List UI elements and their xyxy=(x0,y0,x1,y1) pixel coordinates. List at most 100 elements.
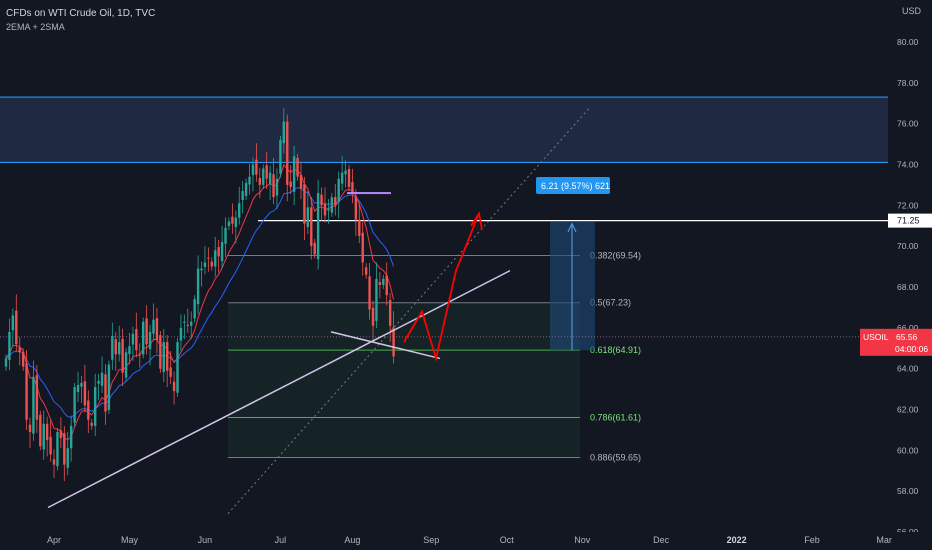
candle-110 xyxy=(382,274,385,290)
candle-94 xyxy=(327,199,330,224)
candle-74 xyxy=(258,167,262,199)
price-tick-62.00: 62.00 xyxy=(897,405,919,415)
current-price-tag: USOIL 65.56 04:00:06 xyxy=(860,328,932,356)
resistance-zone xyxy=(0,97,888,163)
current-price-text: 65.56 xyxy=(896,332,918,342)
candle-27 xyxy=(97,373,100,401)
candle-81 xyxy=(282,108,286,154)
fib-level-label-0.786: 0.786(61.61) xyxy=(590,412,641,422)
time-tick-Aug: Aug xyxy=(344,535,360,545)
candle-64 xyxy=(224,217,227,257)
candle-42 xyxy=(148,324,152,366)
horizontal-line-price-text: 71.25 xyxy=(897,216,920,226)
candle-108 xyxy=(375,262,378,329)
candle-12 xyxy=(45,416,49,457)
symbol-label: USOIL xyxy=(863,332,889,342)
horizontal-line-price-tag: 71.25 xyxy=(888,213,932,228)
candle-89 xyxy=(310,197,313,260)
fib-level-label-0.618: 0.618(64.91) xyxy=(590,345,641,355)
candle-62 xyxy=(217,239,220,273)
marker-bar xyxy=(347,192,391,195)
candle-9 xyxy=(35,364,39,433)
candle-66 xyxy=(231,203,234,234)
measure-arrow-head xyxy=(567,222,577,233)
candle-72 xyxy=(251,157,255,192)
candle-96 xyxy=(334,183,337,216)
price-tick-58.00: 58.00 xyxy=(897,486,919,496)
time-tick-Mar: Mar xyxy=(876,535,892,545)
candle-24 xyxy=(87,390,90,433)
candle-5 xyxy=(21,348,25,371)
candle-16 xyxy=(59,417,63,449)
candle-83 xyxy=(289,165,292,195)
time-tick-May: May xyxy=(121,535,139,545)
candle-113 xyxy=(392,311,395,364)
candle-32 xyxy=(114,332,117,371)
time-tick-Feb: Feb xyxy=(804,535,820,545)
candle-52 xyxy=(183,314,186,340)
candle-7 xyxy=(28,417,32,449)
candle-34 xyxy=(121,328,124,387)
candle-84 xyxy=(292,146,296,206)
candle-82 xyxy=(286,114,289,202)
candle-13 xyxy=(49,420,52,462)
candle-98 xyxy=(340,156,344,191)
candle-18 xyxy=(66,431,69,476)
fib-level-label-0.382: 0.382(69.54) xyxy=(590,251,641,261)
candle-65 xyxy=(227,217,231,231)
candle-67 xyxy=(234,210,238,244)
candle-35 xyxy=(124,348,128,382)
candle-47 xyxy=(166,334,169,388)
price-tick-70.00: 70.00 xyxy=(897,241,919,251)
candle-109 xyxy=(378,271,382,299)
candle-87 xyxy=(303,176,306,241)
candle-76 xyxy=(265,152,268,189)
candle-2 xyxy=(11,308,15,347)
candle-90 xyxy=(313,238,316,259)
candle-25 xyxy=(90,418,93,430)
candle-77 xyxy=(268,165,272,200)
candle-43 xyxy=(152,303,155,341)
candle-97 xyxy=(337,171,340,219)
candle-93 xyxy=(323,187,327,223)
candle-10 xyxy=(39,410,42,451)
candle-3 xyxy=(15,294,18,352)
time-axis-bg xyxy=(0,532,932,550)
candle-19 xyxy=(69,415,73,462)
candle-44 xyxy=(155,307,159,354)
candle-61 xyxy=(214,236,217,277)
candle-17 xyxy=(63,426,66,481)
candle-55 xyxy=(193,295,196,323)
countdown-text: 04:00:06 xyxy=(895,344,928,354)
candle-28 xyxy=(100,356,104,393)
candle-63 xyxy=(220,225,224,269)
candle-20 xyxy=(73,382,76,427)
candle-107 xyxy=(371,300,375,343)
candle-70 xyxy=(244,178,248,200)
candle-106 xyxy=(368,263,371,320)
candle-59 xyxy=(207,247,210,272)
candle-58 xyxy=(203,246,207,275)
candle-73 xyxy=(255,143,258,182)
diagonal-guide-line xyxy=(227,106,591,514)
candle-0 xyxy=(4,354,8,371)
candle-99 xyxy=(344,160,347,188)
indicator-legend[interactable]: 2EMA + 2SMA xyxy=(6,22,65,32)
price-tick-78.00: 78.00 xyxy=(897,78,919,88)
candle-57 xyxy=(200,261,203,287)
price-tick-72.00: 72.00 xyxy=(897,200,919,210)
candle-95 xyxy=(330,193,334,217)
candle-26 xyxy=(93,373,97,437)
price-tick-66.00: 66.00 xyxy=(897,323,919,333)
price-tick-68.00: 68.00 xyxy=(897,282,919,292)
candle-39 xyxy=(138,343,141,368)
candle-31 xyxy=(111,322,114,370)
candle-68 xyxy=(238,186,241,225)
candle-105 xyxy=(364,263,368,279)
sma-line xyxy=(5,187,395,418)
candle-23 xyxy=(83,364,87,413)
candle-88 xyxy=(306,191,310,235)
chart-title[interactable]: CFDs on WTI Crude Oil, 1D, TVC xyxy=(6,8,156,19)
